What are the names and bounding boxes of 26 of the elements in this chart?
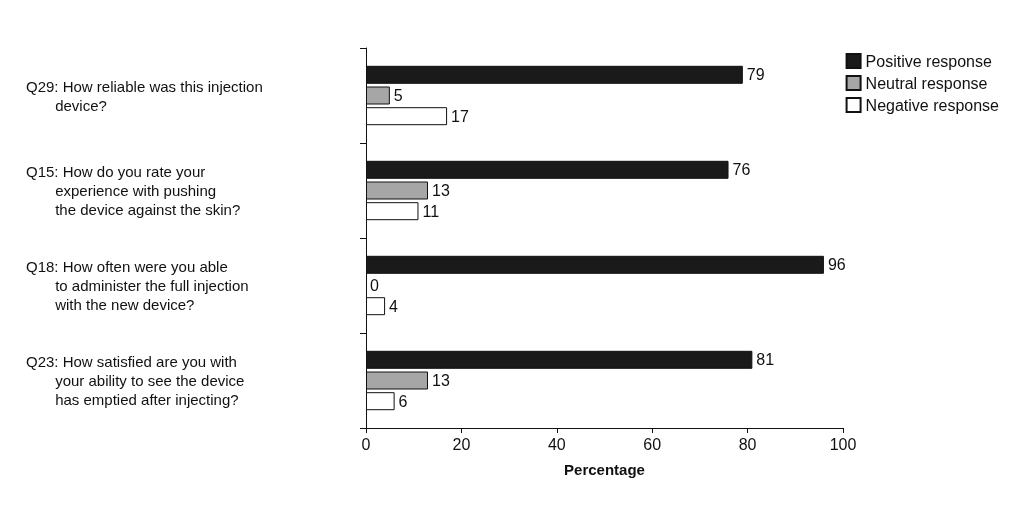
y-tick-label: Q29: How reliable was this injection device? <box>26 77 263 114</box>
data-label: 6 <box>398 392 408 410</box>
x-tick-label: 40 <box>547 435 566 453</box>
x-tick-label: 20 <box>452 435 471 453</box>
data-label: 17 <box>451 107 469 125</box>
y-tick-label: Q15: How do you rate your experience with pushing the device against the skin? <box>26 163 241 218</box>
data-label: 96 <box>827 256 846 274</box>
legend-label: Negative response <box>865 96 1000 114</box>
data-label: 11 <box>422 202 440 220</box>
data-label: 0 <box>370 277 379 294</box>
data-label: 5 <box>393 87 403 104</box>
legend-label: Positive response <box>865 52 992 70</box>
y-tick-label: Q23: How satisfied are you with your ability to see the device has emptied after injecting? <box>26 353 245 408</box>
data-label: 4 <box>389 297 399 315</box>
data-label: 79 <box>746 66 765 84</box>
data-label: 81 <box>756 351 775 369</box>
x-tick-label: 100 <box>829 435 857 453</box>
legend-label: Neutral response <box>865 74 988 92</box>
data-label: 13 <box>432 372 450 389</box>
x-tick-label: 0 <box>361 435 371 453</box>
y-tick-label: Q18: How often were you able to administer the full injection with the new device? <box>26 258 249 313</box>
data-label: 76 <box>732 161 751 179</box>
x-axis-title: Percentage <box>564 461 645 478</box>
data-label: 13 <box>432 182 450 199</box>
x-tick-label: 80 <box>738 435 757 453</box>
x-tick-label: 60 <box>643 435 662 453</box>
